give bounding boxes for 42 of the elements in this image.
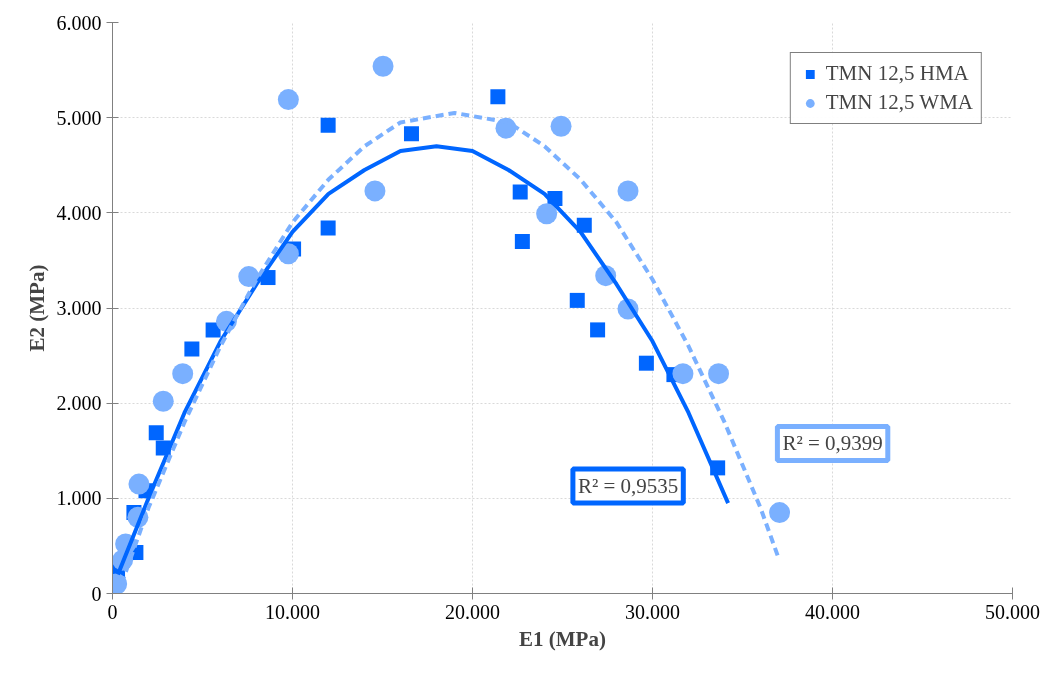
point [638, 355, 654, 371]
x-tick-label: 30.000 [625, 600, 680, 623]
legend-label: TMN 12,5 WMA [825, 90, 973, 115]
x-tick-label: 20.000 [445, 600, 500, 623]
y-tick-label: 5.000 [56, 106, 102, 129]
legend-label: TMN 12,5 HMA [825, 61, 969, 86]
point [277, 89, 299, 111]
point [512, 184, 528, 200]
x-axis-title: E1 (MPa) [519, 626, 606, 651]
point [708, 363, 730, 385]
x-tick-label: 10.000 [265, 600, 320, 623]
point [184, 341, 200, 357]
x-tick-label: 50.000 [985, 600, 1040, 623]
point [672, 363, 694, 385]
point [403, 126, 419, 142]
point [152, 390, 174, 412]
point [617, 180, 639, 202]
y-tick-label: 1.000 [56, 487, 102, 510]
x-tick-label: 0 [107, 600, 118, 623]
point [490, 89, 506, 105]
annotation: R² = 0,9399 [782, 431, 883, 456]
y-tick-label: 6.000 [56, 11, 102, 34]
x-tick-label: 40.000 [805, 600, 860, 623]
point [769, 502, 791, 524]
point [590, 322, 606, 338]
y-tick-label: 4.000 [56, 201, 102, 224]
y-tick-label: 2.000 [56, 392, 102, 415]
point [514, 233, 530, 249]
point [550, 115, 572, 137]
annotation: R² = 0,9535 [577, 474, 679, 499]
y-axis-title: E2 (MPa) [24, 264, 49, 352]
point [128, 473, 150, 495]
y-tick-label: 0 [91, 582, 102, 605]
point [172, 363, 194, 385]
point [148, 425, 164, 441]
point [320, 220, 336, 236]
point [364, 180, 386, 202]
point [372, 55, 394, 77]
point [536, 203, 558, 225]
y-tick-label: 3.000 [56, 297, 102, 319]
point [569, 292, 585, 308]
point [320, 117, 336, 133]
